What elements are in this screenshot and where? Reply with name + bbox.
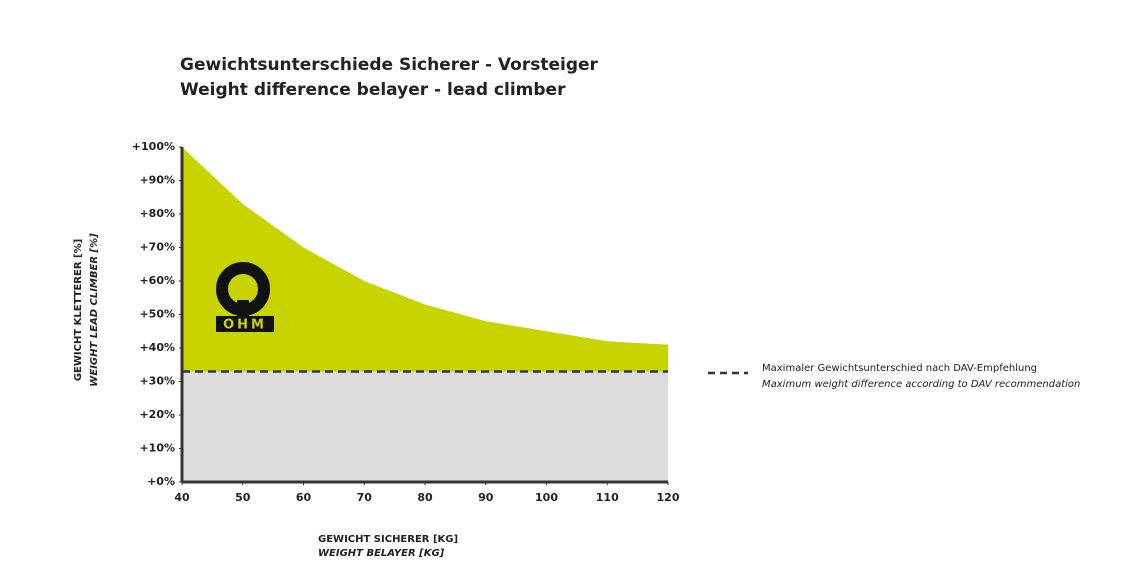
y-tick-label: +40% (139, 341, 175, 354)
y-tick-label: +60% (139, 274, 175, 287)
logo-plate (216, 316, 274, 332)
y-tick-label: +80% (139, 207, 175, 220)
legend-label: Maximaler Gewichtsunterschied nach DAV-E… (762, 363, 1037, 374)
x-tick-label: 60 (296, 491, 312, 504)
x-tick-label: 40 (174, 491, 190, 504)
x-axis-title: GEWICHT SICHERER [KG] (318, 534, 458, 545)
chart-title: Gewichtsunterschiede Sicherer - Vorsteig… (180, 55, 599, 75)
legend-label-en: Maximum weight difference according to D… (762, 379, 1080, 390)
logo-stem (237, 300, 249, 316)
y-tick-label: +20% (139, 408, 175, 421)
y-tick-label: +100% (132, 140, 175, 153)
y-tick-label: +70% (139, 241, 175, 254)
y-axis-title: GEWICHT KLETTERER [%] (73, 239, 84, 381)
y-tick-label: +90% (139, 174, 175, 187)
x-tick-label: 110 (596, 491, 619, 504)
x-tick-label: 50 (235, 491, 251, 504)
y-tick-label: +50% (139, 308, 175, 321)
area (182, 147, 668, 372)
x-tick-label: 70 (357, 491, 373, 504)
x-tick-label: 100 (535, 491, 558, 504)
y-tick-label: +10% (139, 442, 175, 455)
y-tick-label: +30% (139, 375, 175, 388)
logo-text: OHM (223, 318, 267, 333)
y-tick-label: +0% (147, 475, 175, 488)
x-axis-title-en: WEIGHT BELAYER [KG] (318, 548, 445, 559)
chart-subtitle: Weight difference belayer - lead climber (180, 80, 566, 100)
y-axis-title-en: WEIGHT LEAD CLIMBER [%] (89, 233, 100, 387)
x-tick-label: 80 (417, 491, 433, 504)
reference-area (182, 371, 668, 482)
logo: OHM (216, 262, 274, 333)
x-tick-label: 90 (478, 491, 494, 504)
x-tick-label: 120 (657, 491, 680, 504)
